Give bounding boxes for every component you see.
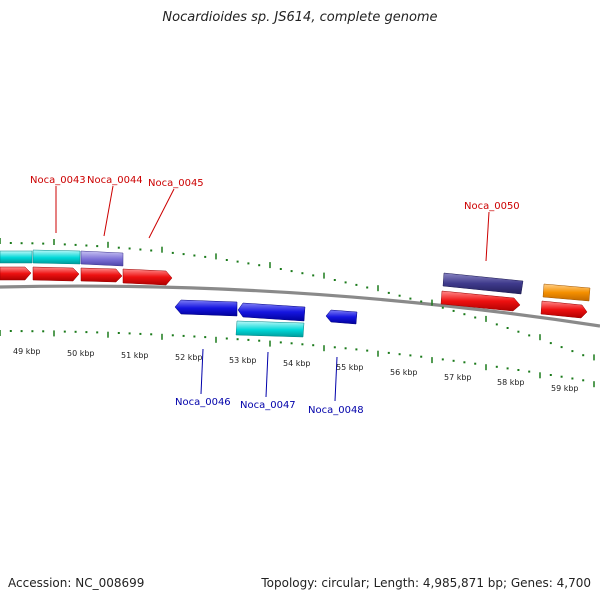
gene-noca-0046-blue[interactable] [174, 299, 238, 317]
callout-noca-0046 [200, 348, 204, 395]
gene-noca-0047-blue[interactable] [237, 302, 306, 322]
callout-lines [55, 185, 490, 402]
gene-label-noca-0043[interactable]: Noca_0043 [30, 175, 86, 186]
map-title: Nocardioides sp. JS614, complete genome [162, 10, 438, 25]
genome-stats-text: Topology: circular; Length: 4,985,871 bp… [261, 576, 591, 590]
forward-strand-genes [0, 249, 591, 319]
reverse-strand-ticks [0, 330, 595, 388]
kbp-label: 51 kbp [121, 351, 149, 360]
gene-label-noca-0047[interactable]: Noca_0047 [240, 400, 296, 411]
gene-noca-0044-red[interactable] [80, 267, 123, 283]
gene-label-noca-0048[interactable]: Noca_0048 [308, 405, 364, 416]
genome-backbone [0, 284, 600, 328]
kbp-labels: 49 kbp 50 kbp 51 kbp 52 kbp 53 kbp 54 kb… [13, 347, 579, 393]
gene-noca-0050-red[interactable] [440, 290, 521, 312]
kbp-label: 54 kbp [283, 359, 311, 368]
gene-orange[interactable] [542, 283, 591, 302]
gene-labels: Noca_0043 Noca_0044 Noca_0045 Noca_0050 … [30, 175, 520, 416]
kbp-label: 50 kbp [67, 349, 95, 358]
gene-noca-0044-lavender[interactable] [80, 250, 124, 267]
callout-noca-0050 [485, 211, 490, 262]
reverse-strand-genes [174, 299, 358, 338]
gene-noca-0043-red[interactable] [32, 266, 80, 282]
gene-label-noca-0045[interactable]: Noca_0045 [148, 178, 204, 189]
kbp-label: 59 kbp [551, 384, 579, 393]
gene-label-noca-0050[interactable]: Noca_0050 [464, 201, 520, 212]
kbp-label: 58 kbp [497, 378, 525, 387]
callout-noca-0048 [334, 356, 338, 402]
kbp-label: 53 kbp [229, 356, 257, 365]
gene-red-1[interactable] [0, 266, 32, 281]
kbp-label: 57 kbp [444, 373, 472, 382]
gene-label-noca-0046[interactable]: Noca_0046 [175, 397, 231, 408]
kbp-label: 55 kbp [336, 363, 364, 372]
gene-label-noca-0044[interactable]: Noca_0044 [87, 175, 143, 186]
kbp-label: 49 kbp [13, 347, 41, 356]
kbp-label: 52 kbp [175, 353, 203, 362]
accession-text: Accession: NC_008699 [8, 576, 145, 590]
callout-noca-0044 [103, 185, 114, 237]
callout-noca-0045 [148, 188, 175, 239]
gene-noca-0045-red[interactable] [122, 268, 173, 286]
forward-strand-ticks [0, 238, 595, 361]
gene-red-right[interactable] [540, 300, 588, 319]
gene-noca-0050-navy[interactable] [442, 272, 524, 295]
gene-noca-0043-cyan[interactable] [32, 249, 81, 265]
gene-noca-0048-blue[interactable] [325, 309, 358, 325]
gene-cyan-1[interactable] [0, 250, 33, 264]
gene-noca-0047-cyan[interactable] [235, 320, 305, 338]
kbp-label: 56 kbp [390, 368, 418, 377]
callout-noca-0047 [265, 351, 269, 398]
